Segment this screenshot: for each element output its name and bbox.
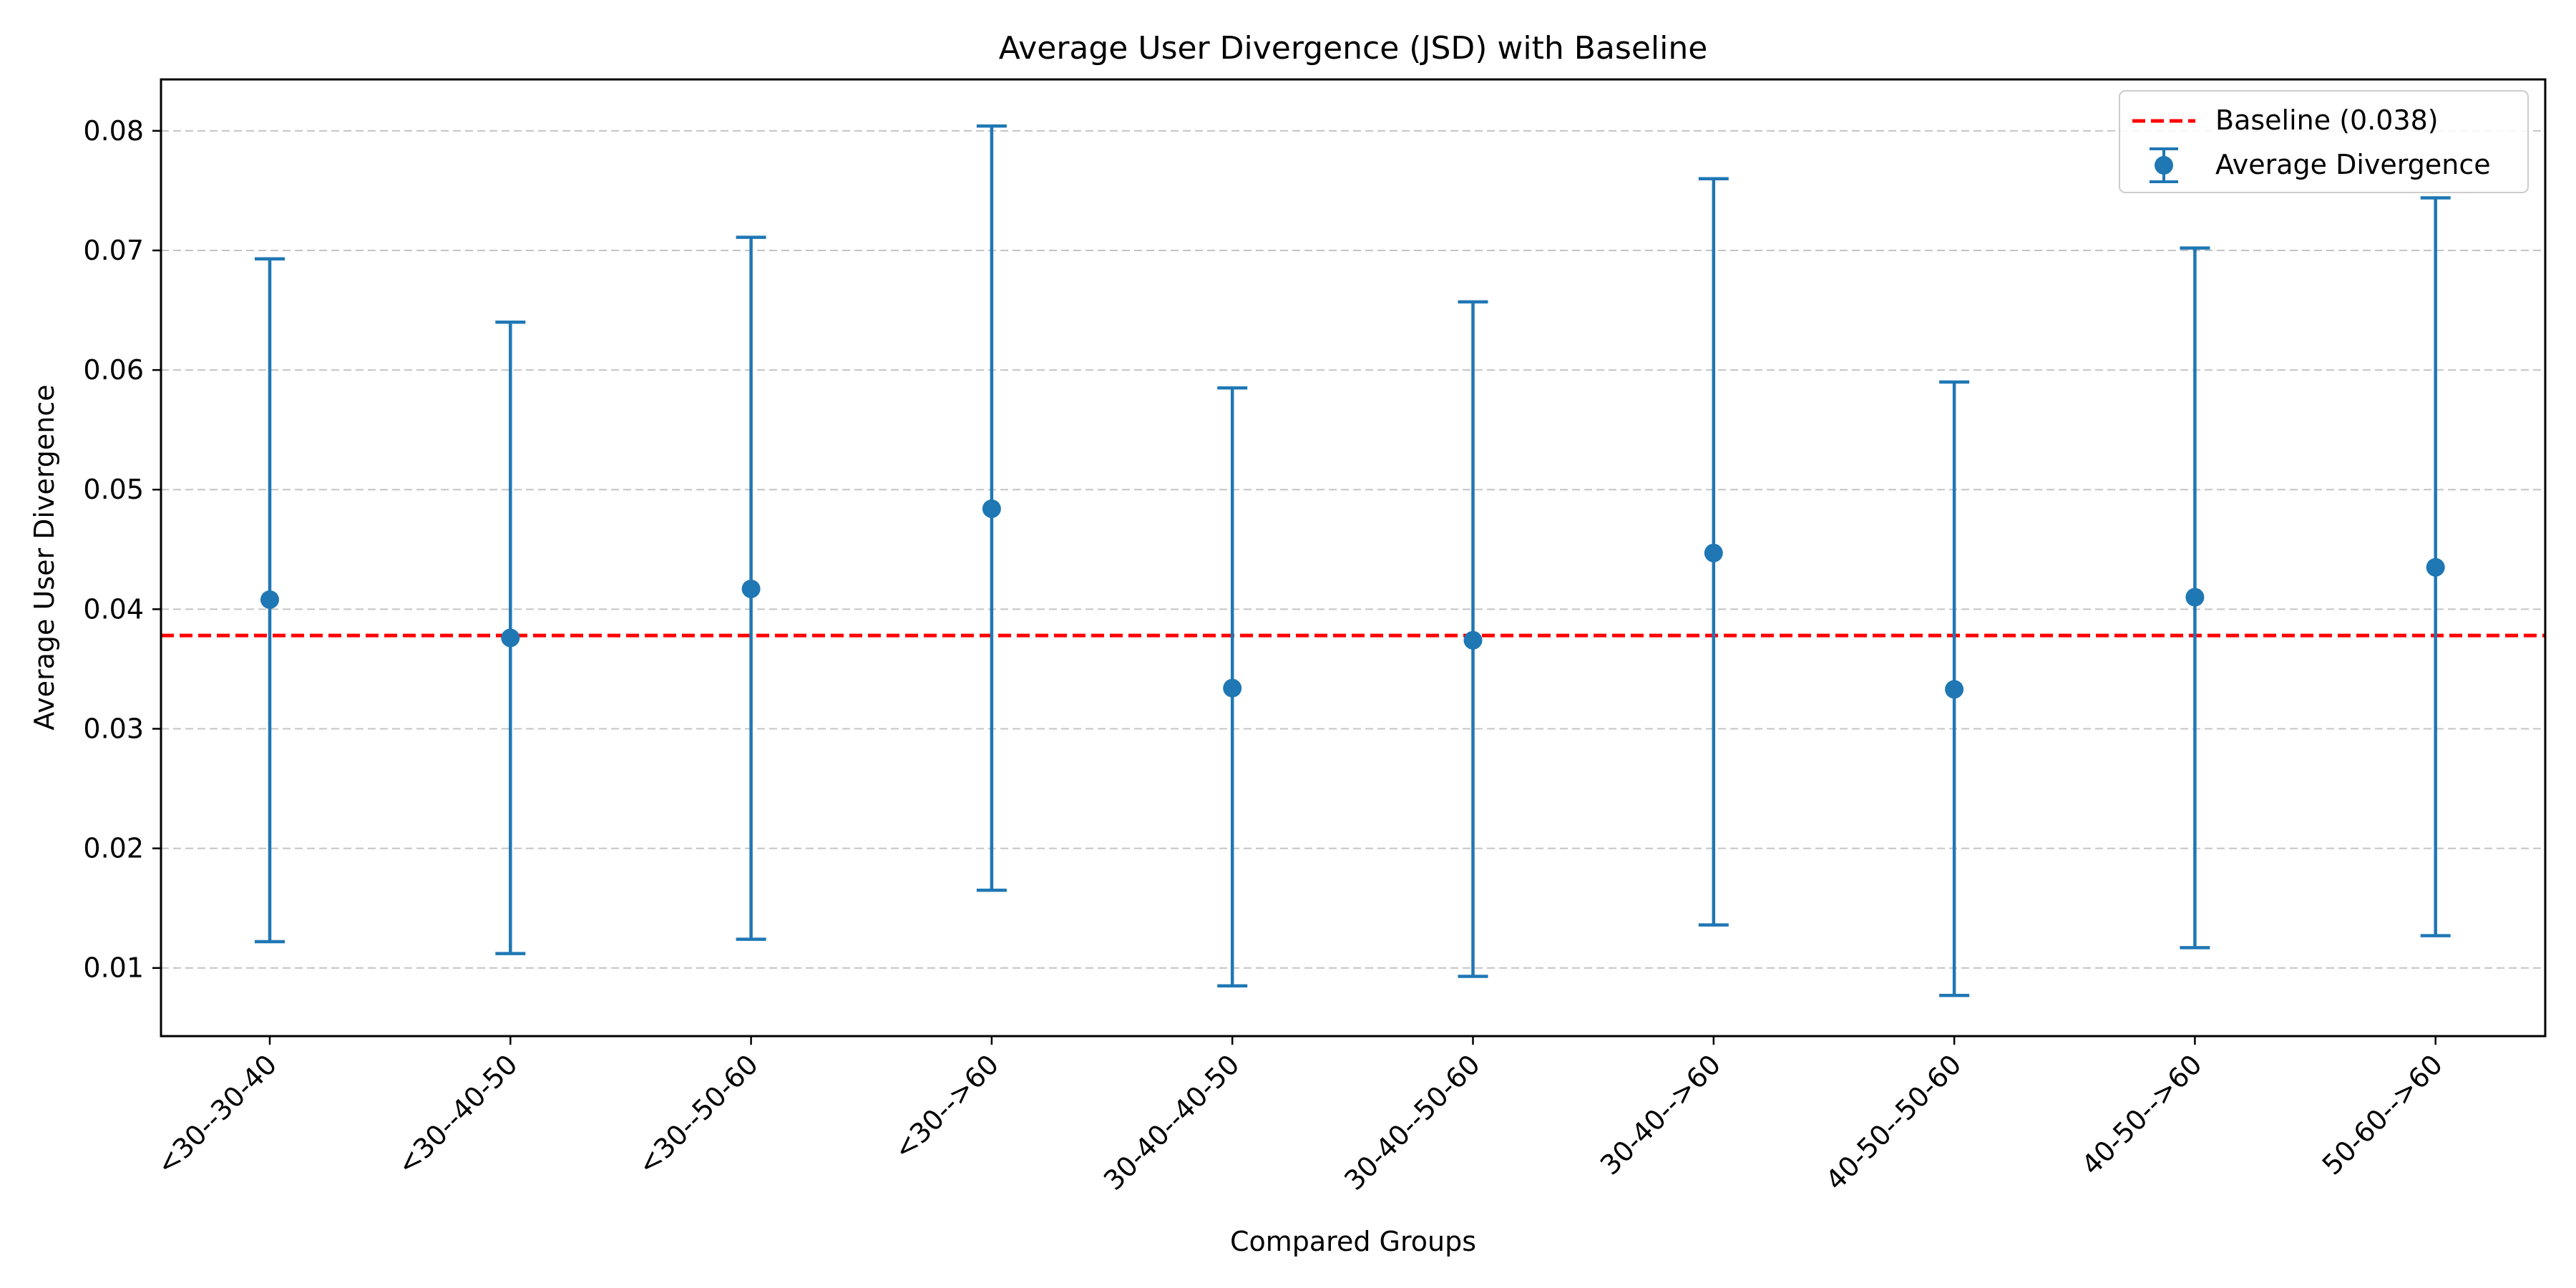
data-point bbox=[742, 580, 761, 598]
data-point bbox=[2185, 588, 2204, 607]
y-tick-label: 0.02 bbox=[83, 833, 144, 864]
legend-marker bbox=[2155, 156, 2173, 175]
y-tick-label: 0.07 bbox=[83, 235, 144, 266]
data-point bbox=[1464, 631, 1483, 650]
y-axis-label: Average User Divergence bbox=[29, 384, 60, 730]
data-point bbox=[2426, 558, 2445, 577]
data-point bbox=[1704, 544, 1723, 562]
y-tick-label: 0.01 bbox=[83, 952, 144, 984]
data-point bbox=[260, 590, 279, 609]
y-tick-label: 0.08 bbox=[83, 115, 144, 147]
y-tick-label: 0.05 bbox=[83, 474, 144, 505]
legend-baseline-label: Baseline (0.038) bbox=[2215, 104, 2439, 136]
x-axis-label: Compared Groups bbox=[1230, 1226, 1476, 1257]
y-tick-label: 0.04 bbox=[83, 593, 144, 625]
data-point bbox=[1945, 680, 1963, 698]
legend-average-label: Average Divergence bbox=[2215, 149, 2491, 180]
legend: Baseline (0.038) Average Divergence bbox=[2119, 91, 2528, 192]
y-tick-label: 0.03 bbox=[83, 713, 144, 744]
chart-title: Average User Divergence (JSD) with Basel… bbox=[999, 30, 1708, 67]
data-point bbox=[501, 628, 519, 647]
y-tick-label: 0.06 bbox=[83, 354, 144, 386]
data-point bbox=[982, 499, 1001, 518]
data-point bbox=[1223, 679, 1241, 698]
